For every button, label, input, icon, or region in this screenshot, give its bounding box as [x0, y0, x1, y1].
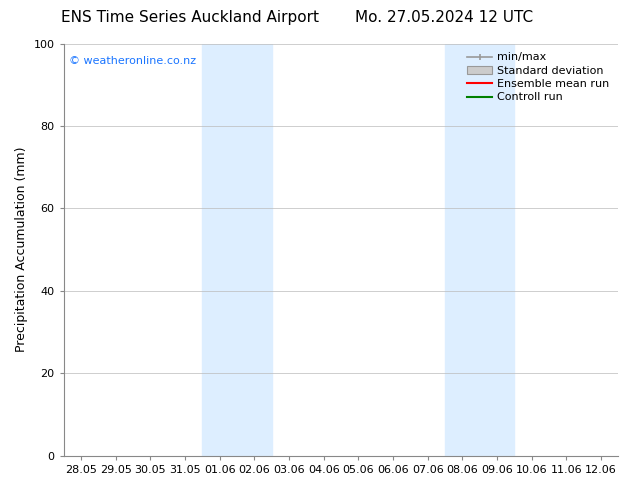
Text: ENS Time Series Auckland Airport: ENS Time Series Auckland Airport [61, 10, 319, 25]
Legend: min/max, Standard deviation, Ensemble mean run, Controll run: min/max, Standard deviation, Ensemble me… [464, 49, 613, 106]
Bar [445, 44, 514, 456]
Bar [202, 44, 272, 456]
Text: Mo. 27.05.2024 12 UTC: Mo. 27.05.2024 12 UTC [355, 10, 533, 25]
Text: © weatheronline.co.nz: © weatheronline.co.nz [69, 56, 197, 66]
Y-axis label: Precipitation Accumulation (mm): Precipitation Accumulation (mm) [15, 147, 28, 352]
